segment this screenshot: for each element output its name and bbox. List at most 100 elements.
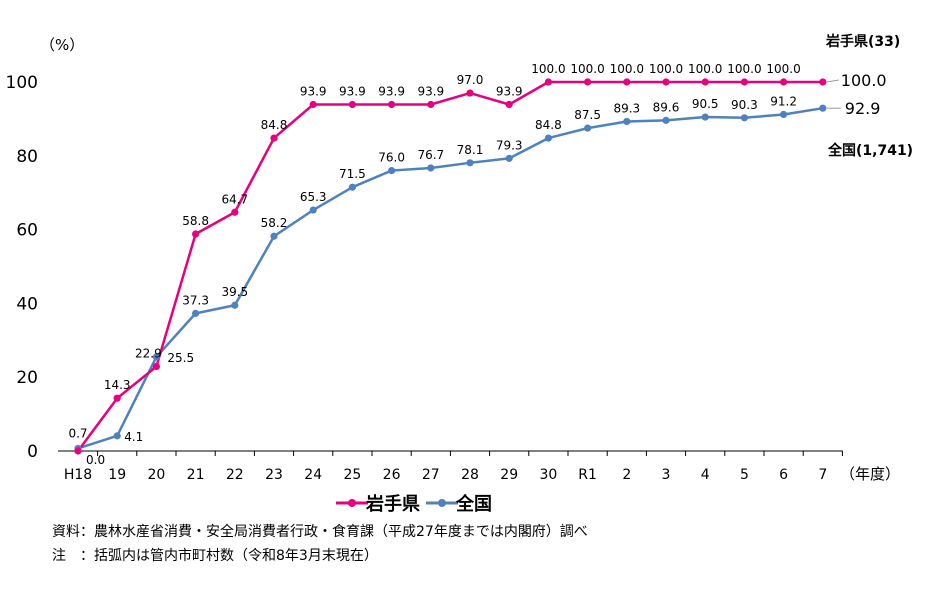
data-label: 91.2 xyxy=(770,94,797,108)
legend-label: 岩手県 xyxy=(365,493,420,515)
leader-line xyxy=(826,79,839,83)
data-label: 84.8 xyxy=(535,118,562,132)
data-point xyxy=(662,78,670,86)
data-point xyxy=(427,100,435,109)
data-label: 97.0 xyxy=(457,73,484,87)
data-point xyxy=(113,432,121,440)
x-tick-label: 20 xyxy=(147,467,165,483)
data-point xyxy=(113,394,121,402)
data-point xyxy=(623,78,631,86)
data-point xyxy=(623,117,631,126)
data-label: 93.9 xyxy=(339,85,366,99)
data-point xyxy=(584,124,592,132)
series-line xyxy=(76,80,823,452)
x-tick-label: 28 xyxy=(461,467,479,483)
x-tick-label: 2 xyxy=(622,467,631,483)
data-label: 0.0 xyxy=(86,453,105,467)
x-tick-label: 5 xyxy=(740,467,749,483)
data-point xyxy=(309,206,317,214)
data-label: 58.8 xyxy=(182,214,209,228)
data-point xyxy=(192,309,200,317)
data-point xyxy=(544,78,553,86)
data-point xyxy=(309,100,317,109)
x-tick-label: 21 xyxy=(187,467,205,483)
data-point xyxy=(427,164,435,172)
y-tick-label: 0 xyxy=(27,442,38,462)
data-point xyxy=(388,166,396,175)
data-label: 100.0 xyxy=(727,62,761,76)
y-tick-label: 20 xyxy=(16,368,38,388)
legend-marker xyxy=(348,499,356,507)
data-point xyxy=(505,154,513,162)
data-label: 100.0 xyxy=(610,62,644,76)
data-label: 76.7 xyxy=(417,148,444,162)
data-point xyxy=(348,100,356,109)
data-label: 25.5 xyxy=(167,351,194,365)
data-label: 89.3 xyxy=(613,101,640,115)
data-label: 100.0 xyxy=(766,62,800,76)
data-point xyxy=(780,78,788,86)
x-tick-label: 3 xyxy=(662,467,671,483)
data-label: 58.2 xyxy=(261,216,288,230)
x-axis-unit-label: （年度） xyxy=(840,465,900,483)
y-tick-label: 100 xyxy=(6,73,38,93)
series-end-label: 岩手県(33) xyxy=(825,33,900,50)
y-tick-label: 40 xyxy=(16,294,38,314)
data-point xyxy=(740,78,749,86)
end-value-label: 100.0 xyxy=(841,71,887,90)
data-point xyxy=(819,104,827,112)
data-label: 100.0 xyxy=(531,62,565,76)
data-label: 37.3 xyxy=(182,293,209,307)
data-point xyxy=(466,89,474,97)
x-tick-label: 4 xyxy=(701,467,710,483)
data-label: 100.0 xyxy=(570,62,604,76)
x-tick-label: 6 xyxy=(779,467,788,483)
data-point xyxy=(152,353,160,361)
data-label: 64.7 xyxy=(221,192,248,206)
data-label: 93.9 xyxy=(378,85,405,99)
data-label: 14.3 xyxy=(104,378,131,392)
end-value-label: 92.9 xyxy=(845,99,881,118)
data-label: 93.9 xyxy=(300,85,327,99)
data-label: 4.1 xyxy=(124,430,143,444)
data-point xyxy=(192,230,200,238)
data-label: 100.0 xyxy=(688,62,722,76)
data-point xyxy=(231,301,239,309)
data-point xyxy=(270,232,278,240)
data-point xyxy=(270,134,278,142)
data-label: 93.9 xyxy=(496,85,523,99)
data-label: 76.0 xyxy=(378,151,405,165)
data-point xyxy=(466,159,474,167)
data-point xyxy=(780,110,788,119)
data-point xyxy=(74,447,82,455)
data-label: 79.3 xyxy=(496,138,523,152)
series-line xyxy=(77,106,823,450)
x-tick-label: 30 xyxy=(539,467,557,483)
data-label: 39.5 xyxy=(221,285,248,299)
data-point xyxy=(701,78,709,86)
legend-label: 全国 xyxy=(455,493,492,515)
x-tick-label: 25 xyxy=(343,467,361,483)
y-tick-label: 80 xyxy=(16,147,38,167)
data-label: 78.1 xyxy=(457,143,484,157)
data-point xyxy=(584,78,592,86)
data-label: 89.6 xyxy=(653,100,680,114)
data-point xyxy=(505,100,513,109)
data-label: 0.7 xyxy=(68,426,87,440)
data-label: 90.3 xyxy=(731,98,758,112)
y-axis-unit-label: （%） xyxy=(40,36,84,54)
data-label: 90.5 xyxy=(692,97,719,111)
data-point xyxy=(152,362,160,371)
legend-marker xyxy=(438,499,446,507)
data-point xyxy=(701,113,709,121)
y-tick-label: 60 xyxy=(16,221,38,241)
data-label: 87.5 xyxy=(574,108,601,122)
x-tick-label: 26 xyxy=(383,467,401,483)
data-label: 84.8 xyxy=(261,118,288,132)
data-label: 100.0 xyxy=(649,62,683,76)
data-label: 71.5 xyxy=(339,167,366,181)
x-tick-label: 23 xyxy=(265,467,283,483)
series-end-label: 全国(1,741) xyxy=(827,142,913,159)
